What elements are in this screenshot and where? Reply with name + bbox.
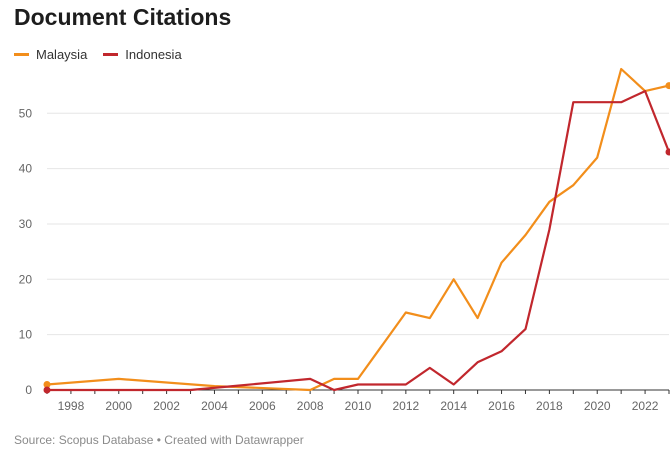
x-tick-label-2006: 2006	[249, 399, 276, 413]
series-line-malaysia	[46, 67, 670, 392]
x-tick-label-2020: 2020	[584, 399, 611, 413]
x-tick-label-2012: 2012	[392, 399, 419, 413]
y-tick-label-20: 20	[19, 272, 33, 286]
series-start-marker-malaysia	[43, 380, 51, 388]
x-tick-label-2002: 2002	[153, 399, 180, 413]
legend: Malaysia Indonesia	[14, 47, 198, 62]
x-tick-label-2008: 2008	[297, 399, 324, 413]
legend-item-indonesia: Indonesia	[103, 47, 182, 62]
series-line-indonesia	[47, 89, 670, 392]
legend-item-malaysia: Malaysia	[14, 47, 87, 62]
x-tick-label-1998: 1998	[58, 399, 85, 413]
y-tick-label-30: 30	[19, 217, 33, 231]
x-tick-label-2016: 2016	[488, 399, 515, 413]
source-note: Source: Scopus Database • Created with D…	[14, 433, 304, 447]
legend-label-malaysia: Malaysia	[36, 47, 88, 62]
y-tick-label-50: 50	[19, 106, 33, 120]
x-tick-label-2004: 2004	[201, 399, 228, 413]
series-end-marker-malaysia	[665, 82, 670, 90]
legend-swatch-indonesia	[103, 53, 119, 56]
y-tick-label-0: 0	[25, 383, 32, 397]
legend-swatch-malaysia	[14, 53, 29, 56]
chart-title: Document Citations	[14, 4, 232, 30]
legend-label-indonesia: Indonesia	[125, 47, 182, 62]
x-tick-label-2010: 2010	[345, 399, 372, 413]
x-tick-label-2000: 2000	[105, 399, 132, 413]
y-tick-label-10: 10	[19, 328, 33, 342]
series-end-marker-indonesia	[665, 148, 670, 156]
series-start-marker-indonesia	[43, 386, 51, 394]
x-tick-label-2022: 2022	[632, 399, 659, 413]
x-tick-label-2014: 2014	[440, 399, 467, 413]
x-tick-label-2018: 2018	[536, 399, 563, 413]
y-tick-label-40: 40	[19, 162, 33, 176]
